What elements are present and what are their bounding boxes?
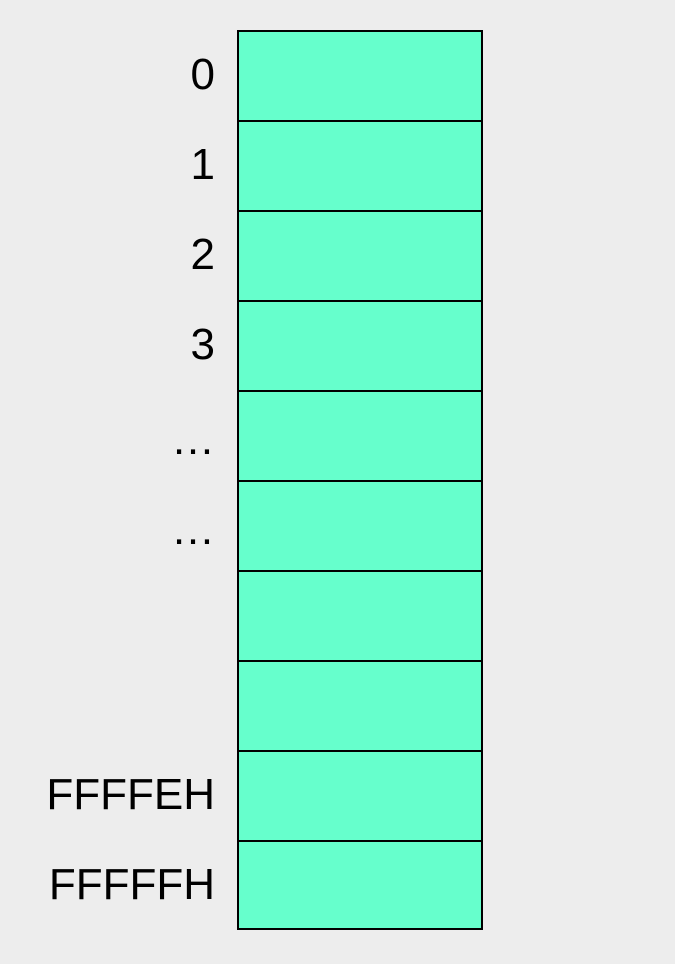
- memory-cell: [237, 120, 483, 212]
- address-label: 0: [190, 50, 215, 99]
- memory-row: 3: [0, 300, 675, 392]
- memory-row: …: [0, 480, 675, 572]
- memory-row: 1: [0, 120, 675, 212]
- memory-cell: [237, 210, 483, 302]
- memory-row: 0: [0, 30, 675, 122]
- memory-cell: [237, 480, 483, 572]
- memory-row: …: [0, 390, 675, 482]
- memory-cell: [237, 390, 483, 482]
- memory-cell: [237, 570, 483, 662]
- address-label: FFFFEH: [46, 770, 215, 819]
- memory-row: FFFFEH: [0, 750, 675, 842]
- address-label: 3: [190, 320, 215, 369]
- memory-cell: [237, 30, 483, 122]
- address-label: …: [171, 505, 215, 554]
- memory-cell: [237, 750, 483, 842]
- memory-cell: [237, 660, 483, 752]
- address-label: 2: [190, 230, 215, 279]
- memory-cell: [237, 840, 483, 930]
- memory-row: [0, 570, 675, 662]
- memory-row: [0, 660, 675, 752]
- memory-row: FFFFFH: [0, 840, 675, 930]
- memory-cell: [237, 300, 483, 392]
- address-label: 1: [190, 140, 215, 189]
- address-label: …: [171, 415, 215, 464]
- address-label: FFFFFH: [48, 860, 215, 909]
- memory-row: 2: [0, 210, 675, 302]
